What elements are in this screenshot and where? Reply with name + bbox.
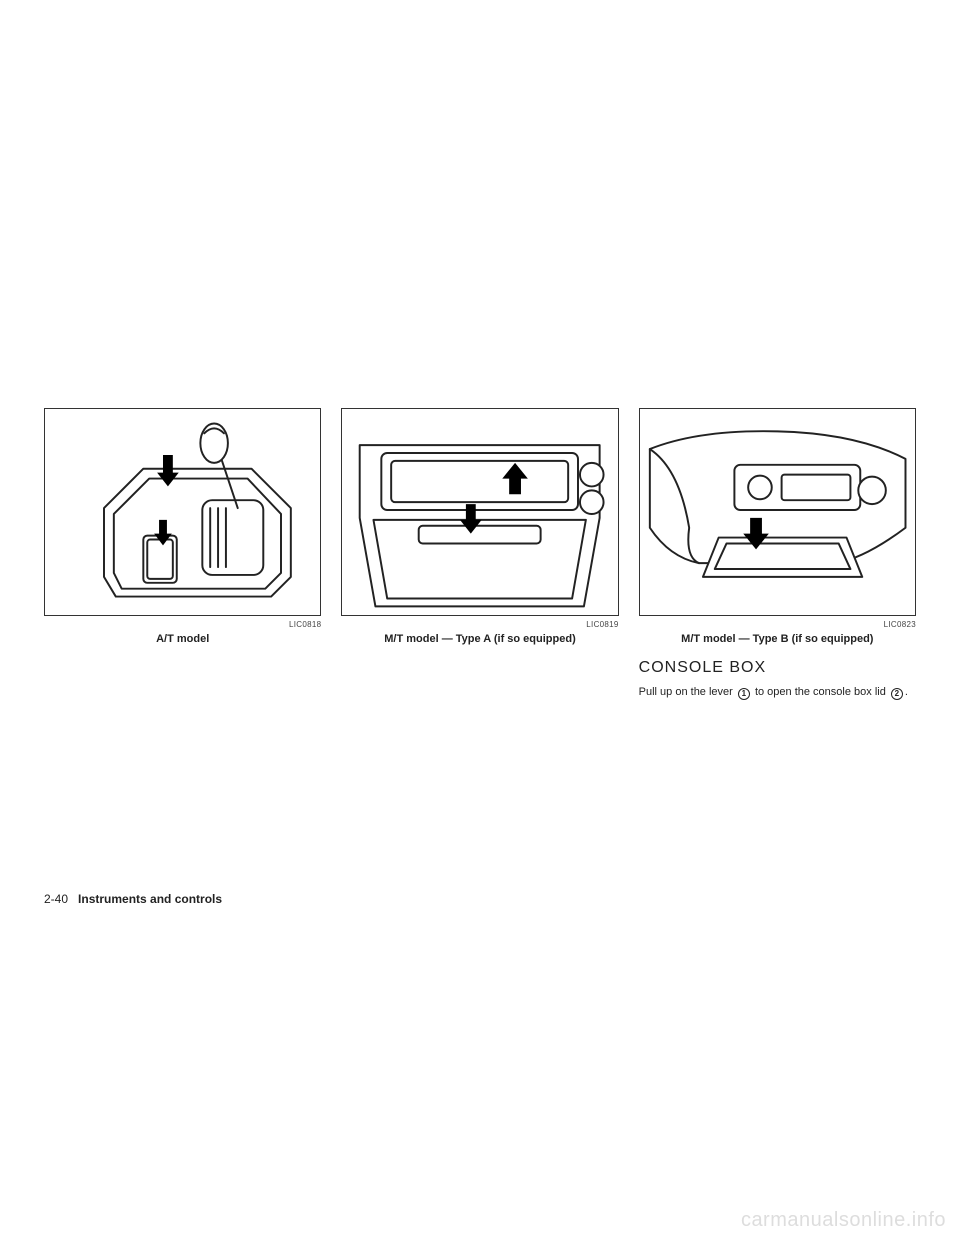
figure-box-mta	[341, 408, 618, 616]
callout-2: 2	[891, 688, 903, 700]
body-post: .	[905, 686, 908, 698]
figure-col-at: LIC0818 A/T model	[44, 408, 321, 700]
figure-caption-mtb: M/T model — Type B (if so equipped)	[639, 633, 916, 645]
figure-id-mta: LIC0819	[341, 620, 618, 629]
watermark: carmanualsonline.info	[741, 1209, 946, 1232]
mt-type-a-illustration	[342, 409, 617, 615]
body-mid: to open the console box lid	[752, 686, 889, 698]
figure-id-mtb: LIC0823	[639, 620, 916, 629]
body-pre: Pull up on the lever	[639, 686, 736, 698]
mt-type-b-illustration	[640, 409, 915, 615]
manual-page: LIC0818 A/T model	[0, 0, 960, 1242]
callout-1: 1	[738, 688, 750, 700]
figure-caption-at: A/T model	[44, 633, 321, 645]
figure-id-at: LIC0818	[44, 620, 321, 629]
figure-col-mtb: LIC0823 M/T model — Type B (if so equipp…	[639, 408, 916, 700]
console-box-body: Pull up on the lever 1 to open the conso…	[639, 685, 916, 700]
figure-caption-mta: M/T model — Type A (if so equipped)	[341, 633, 618, 645]
page-number: 2-40	[44, 892, 68, 906]
section-heading-console-box: CONSOLE BOX	[639, 659, 916, 677]
figure-row: LIC0818 A/T model	[44, 408, 916, 700]
figure-box-mtb	[639, 408, 916, 616]
at-model-illustration	[45, 409, 320, 615]
footer-section-title: Instruments and controls	[78, 892, 222, 906]
page-footer: 2-40 Instruments and controls	[44, 892, 222, 906]
figure-col-mta: LIC0819 M/T model — Type A (if so equipp…	[341, 408, 618, 700]
figure-box-at	[44, 408, 321, 616]
